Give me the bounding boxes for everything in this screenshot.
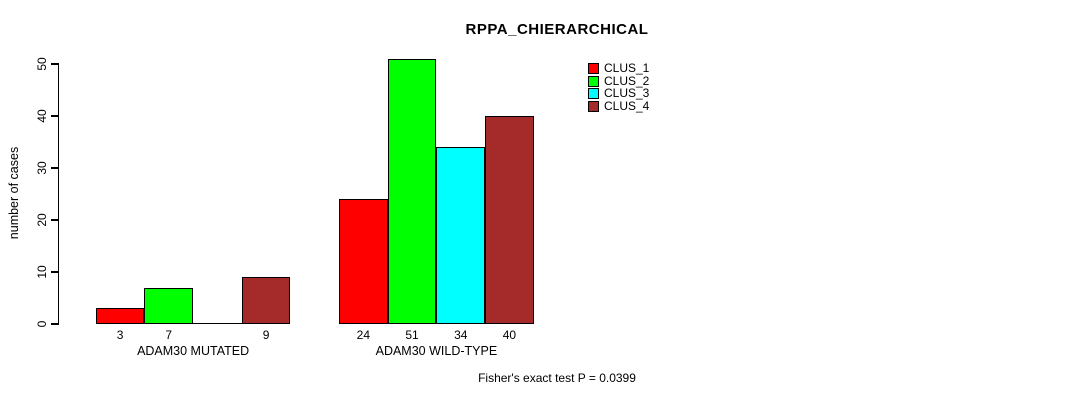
bar-clus_4-mutated (241, 277, 291, 324)
bar-value-label: 9 (262, 328, 270, 342)
bar-clus_3-wild-type (436, 147, 486, 324)
y-axis-tick (50, 271, 58, 273)
y-axis-tick-label: 20 (35, 213, 49, 227)
legend-label: CLUS_4 (604, 98, 650, 113)
bar-clus_4-wild-type (485, 116, 534, 324)
y-axis-tick (50, 63, 58, 65)
legend-swatch-clus_3 (588, 88, 599, 99)
y-axis-tick (50, 323, 58, 325)
legend-label: CLUS_2 (604, 73, 650, 88)
bar-clus_1-mutated (95, 308, 145, 324)
y-axis-tick-label: 10 (35, 265, 49, 279)
y-axis-line (57, 63, 59, 325)
legend-swatch-clus_1 (588, 63, 599, 74)
y-axis-tick-label: 30 (35, 161, 49, 175)
bar-clus_1-wild-type (339, 199, 388, 324)
legend-item-clus_3: CLUS_3 (588, 86, 650, 100)
legend-label: CLUS_1 (604, 61, 650, 75)
bar-value-label: 34 (454, 328, 468, 342)
legend-label: CLUS_3 (604, 86, 650, 100)
bar-clus_2-mutated (144, 287, 194, 324)
y-axis-tick (50, 167, 58, 169)
y-axis-tick-label: 0 (35, 320, 49, 328)
legend-swatch-clus_2 (588, 75, 599, 87)
legend-swatch-clus_4 (588, 100, 599, 112)
bar-value-label: 40 (502, 328, 517, 342)
legend: CLUS_1 CLUS_2 CLUS_3 CLUS_4 (588, 61, 650, 113)
x-axis-group-label: ADAM30 MUTATED (137, 344, 250, 358)
y-axis-tick (50, 115, 58, 117)
y-axis-tick (50, 219, 58, 221)
legend-item-clus_1: CLUS_1 (588, 61, 650, 75)
bar-value-label: 51 (405, 328, 419, 342)
bar-clus_2-wild-type (387, 59, 437, 324)
bar-value-label: 7 (165, 328, 173, 342)
bar-value-label: 3 (116, 328, 124, 342)
fisher-test-annotation: Fisher's exact test P = 0.0399 (478, 371, 636, 385)
bar-value-label: 24 (356, 328, 371, 342)
chart-title: RPPA_CHIERARCHICAL (465, 21, 649, 38)
y-axis-tick-label: 40 (35, 109, 49, 123)
bar-clus_3-mutated-zero (193, 322, 242, 324)
legend-item-clus_4: CLUS_4 (588, 98, 650, 113)
y-axis-tick-label: 50 (35, 57, 49, 71)
x-axis-group-label: ADAM30 WILD-TYPE (375, 344, 498, 358)
legend-item-clus_2: CLUS_2 (588, 73, 650, 88)
